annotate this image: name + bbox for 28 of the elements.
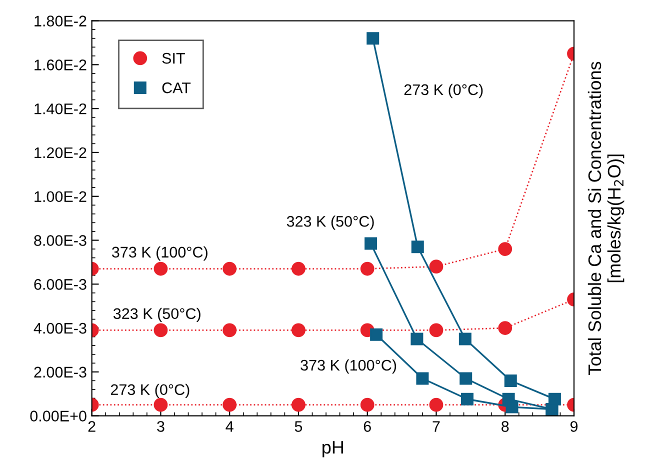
y-tick-label: 8.00E-3	[34, 235, 86, 246]
y-tick-label: 1.20E-2	[34, 147, 86, 158]
annotation: 273 K (0°C)	[110, 384, 190, 398]
annotation: 323 K (50°C)	[286, 216, 374, 230]
x-tick-label: 9	[570, 421, 578, 432]
y-tick-label: 1.60E-2	[34, 60, 86, 70]
annotation: 373 K (100°C)	[300, 359, 396, 374]
y-tick-label: 4.00E-3	[34, 322, 86, 334]
x-tick-label: 8	[502, 421, 509, 432]
x-tick-label: 5	[294, 421, 302, 432]
x-tick-label: 3	[157, 421, 164, 432]
y-tick-label: 1.80E-2	[34, 16, 86, 26]
y-tick-label: 1.40E-2	[34, 103, 86, 114]
annotation: 273 K (0°C)	[404, 84, 483, 98]
y-tick-label: 6.00E-3	[34, 279, 86, 290]
y-axis-title: Total Soluble Ca and Si Concentrations [moles/kg(H$_{2}$O)]	[588, 62, 624, 375]
x-tick-label: 6	[364, 421, 371, 432]
legend-label: CAT	[162, 82, 191, 94]
y-tick-label: 2.00E-3	[34, 366, 86, 378]
legend-label: SIT	[162, 52, 185, 64]
annotation: 373 K (100°C)	[112, 246, 208, 261]
annotation: 323 K (50°C)	[113, 308, 200, 322]
x-tick-label: 2	[88, 421, 96, 432]
y-tick-label: 1.00E-2	[34, 191, 86, 202]
x-axis-title: pH	[322, 441, 343, 458]
x-tick-label: 4	[226, 421, 234, 432]
x-tick-label: 7	[432, 421, 440, 432]
y-tick-label: 0.00E+0	[30, 410, 86, 422]
